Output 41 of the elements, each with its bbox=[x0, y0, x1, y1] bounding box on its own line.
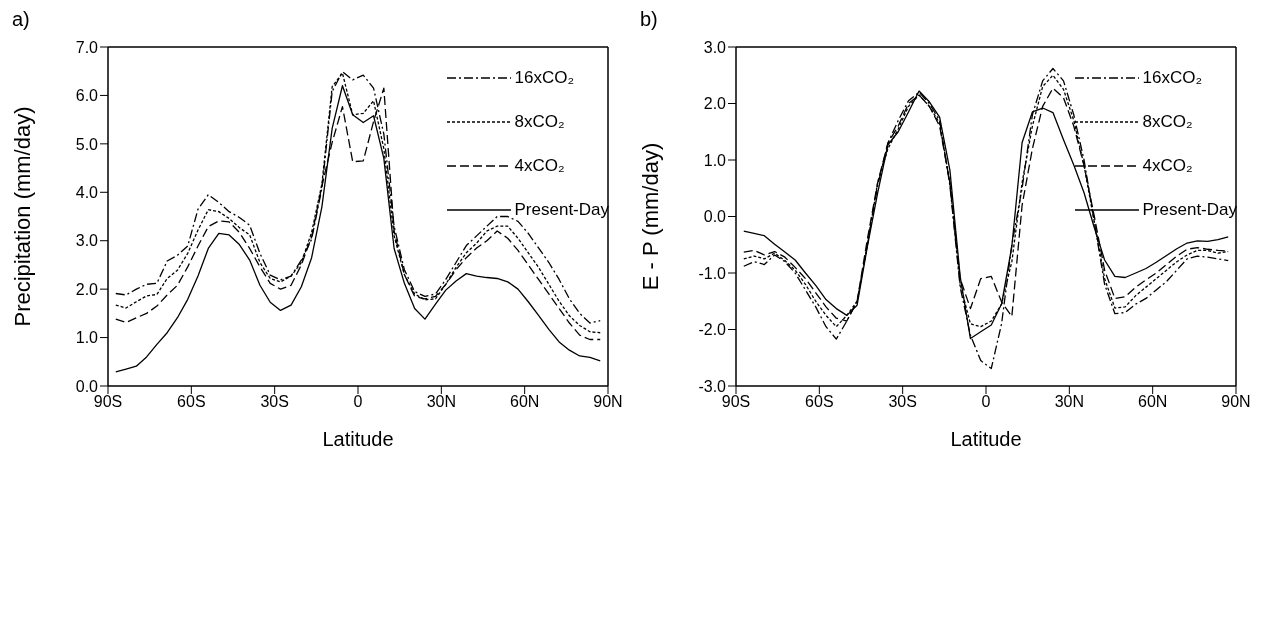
chart-title: b) bbox=[640, 8, 658, 31]
x-tick-label: 90N bbox=[593, 393, 623, 411]
x-tick-label: 90S bbox=[93, 393, 123, 411]
x-tick-label: 60S bbox=[177, 393, 206, 411]
y-tick-label: -3.0 bbox=[698, 377, 727, 395]
y-tick-label: 5.0 bbox=[75, 135, 99, 153]
legend-label: 4xCO₂ bbox=[1142, 156, 1193, 176]
x-tick-label: 0 bbox=[981, 393, 991, 411]
y-tick-label: 3.0 bbox=[703, 38, 727, 56]
x-tick-label: 60N bbox=[509, 393, 540, 411]
y-tick-label: 2.0 bbox=[75, 280, 99, 298]
x-axis-title: Latitude bbox=[950, 428, 1022, 450]
y-tick-label: 1.0 bbox=[75, 329, 99, 347]
x-tick-label: 0 bbox=[353, 393, 363, 411]
x-tick-label: 30N bbox=[426, 393, 457, 411]
x-tick-label: 90S bbox=[721, 393, 751, 411]
legend-label: 16xCO₂ bbox=[1142, 68, 1203, 88]
x-tick-label: 30S bbox=[260, 393, 289, 411]
y-tick-label: 0.0 bbox=[703, 208, 727, 226]
x-tick-label: 60S bbox=[805, 393, 834, 411]
y-axis-title: Precipitation (mm/day) bbox=[9, 106, 35, 327]
y-tick-label: -1.0 bbox=[698, 264, 727, 282]
y-tick-label: 7.0 bbox=[75, 38, 99, 56]
y-tick-label: 0.0 bbox=[75, 377, 99, 395]
x-tick-label: 90N bbox=[1221, 393, 1251, 411]
y-axis-title: E - P (mm/day) bbox=[637, 142, 663, 291]
x-tick-label: 60N bbox=[1137, 393, 1168, 411]
legend-label: 8xCO₂ bbox=[514, 112, 565, 132]
x-tick-label: 30N bbox=[1054, 393, 1085, 411]
legend-label: 8xCO₂ bbox=[1142, 112, 1193, 132]
legend-label: 4xCO₂ bbox=[514, 156, 565, 176]
y-tick-label: 6.0 bbox=[75, 87, 99, 105]
chart-title: a) bbox=[12, 8, 30, 31]
x-axis-title: Latitude bbox=[322, 428, 394, 450]
y-tick-label: 2.0 bbox=[703, 95, 727, 113]
y-tick-label: 1.0 bbox=[703, 151, 727, 169]
y-tick-label: 4.0 bbox=[75, 183, 99, 201]
y-tick-label: -2.0 bbox=[698, 321, 727, 339]
x-tick-label: 30S bbox=[888, 393, 917, 411]
y-tick-label: 3.0 bbox=[75, 232, 99, 250]
legend-label: 16xCO₂ bbox=[514, 68, 575, 88]
